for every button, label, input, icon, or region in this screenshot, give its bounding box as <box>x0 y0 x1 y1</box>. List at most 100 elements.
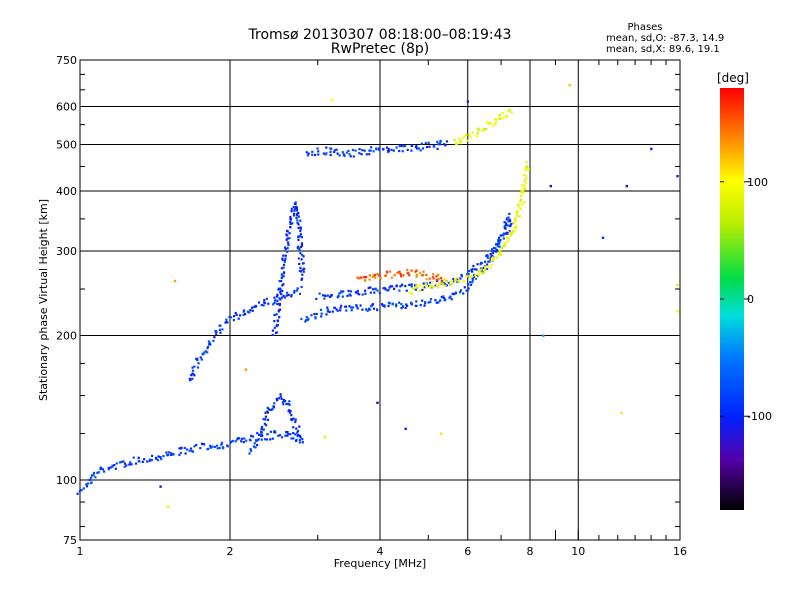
data-point <box>294 439 298 442</box>
data-point <box>157 455 160 458</box>
data-point <box>474 268 477 271</box>
data-point <box>503 221 506 224</box>
data-point <box>444 280 447 283</box>
data-point <box>302 270 306 273</box>
data-point <box>525 160 528 163</box>
data-point <box>526 165 529 168</box>
data-point <box>253 442 256 445</box>
data-point <box>474 274 477 277</box>
data-point <box>480 262 483 265</box>
data-point <box>504 227 507 230</box>
data-point <box>339 306 342 309</box>
data-point <box>251 309 254 312</box>
data-point <box>479 271 482 274</box>
data-point <box>285 294 288 297</box>
data-point <box>191 369 195 372</box>
data-point <box>373 291 376 294</box>
data-point <box>260 425 264 429</box>
data-point <box>326 308 329 311</box>
x-tick-label: 2 <box>227 545 234 558</box>
data-point <box>522 190 525 193</box>
data-point <box>410 283 413 286</box>
data-point <box>256 432 259 435</box>
data-point <box>281 257 284 260</box>
data-point <box>427 301 430 304</box>
data-point <box>399 285 402 288</box>
data-point <box>284 246 287 249</box>
data-point <box>437 277 440 280</box>
data-point <box>351 148 354 152</box>
data-point <box>410 285 413 288</box>
data-point <box>88 478 91 481</box>
data-point <box>303 267 306 270</box>
data-point <box>467 273 470 276</box>
x-tick-label: 6 <box>464 545 471 558</box>
data-point <box>224 321 227 324</box>
data-point <box>279 291 282 294</box>
data-point <box>400 303 403 306</box>
data-point <box>477 273 480 276</box>
data-point <box>206 448 209 451</box>
data-point <box>297 434 300 437</box>
data-point <box>387 147 390 151</box>
x-tick-label: 8 <box>527 545 534 558</box>
data-point <box>97 471 100 474</box>
data-point <box>280 267 283 270</box>
data-point <box>286 230 289 233</box>
data-point <box>510 222 513 226</box>
data-point <box>280 293 283 296</box>
data-point <box>484 268 487 271</box>
data-point <box>304 320 307 323</box>
data-point <box>277 434 280 437</box>
data-point <box>521 183 524 186</box>
data-point <box>440 296 443 299</box>
data-point <box>488 121 491 124</box>
data-point <box>508 109 511 112</box>
data-point <box>492 258 496 261</box>
data-point <box>396 271 399 274</box>
data-point <box>454 291 457 294</box>
data-point <box>432 273 435 276</box>
data-point <box>279 395 282 398</box>
data-point <box>278 316 281 319</box>
data-point <box>489 253 492 256</box>
data-point <box>276 319 279 322</box>
data-point <box>495 250 498 253</box>
data-point <box>278 302 281 305</box>
data-point <box>159 485 162 488</box>
data-point <box>296 245 300 248</box>
data-point <box>347 149 350 152</box>
data-point <box>415 269 418 272</box>
data-point <box>422 282 425 285</box>
data-point <box>414 146 417 149</box>
data-point <box>249 448 252 451</box>
data-point <box>240 440 243 443</box>
data-point <box>286 237 289 240</box>
data-point <box>389 270 392 273</box>
data-point <box>410 292 413 295</box>
data-point <box>341 295 344 298</box>
data-point <box>82 487 85 490</box>
data-point <box>300 258 303 261</box>
data-point <box>311 153 314 156</box>
data-point <box>298 425 301 428</box>
data-point <box>476 134 479 138</box>
data-point <box>191 377 194 380</box>
data-point <box>355 305 358 308</box>
data-point <box>297 211 300 214</box>
data-point <box>206 351 209 354</box>
data-point <box>356 276 359 279</box>
data-point <box>498 241 501 244</box>
data-point <box>258 433 261 436</box>
data-point <box>388 286 391 289</box>
data-point <box>490 248 494 251</box>
data-point <box>471 270 474 273</box>
data-point <box>342 290 345 293</box>
y-tick-label: 300 <box>56 245 77 258</box>
y-tick-label: 400 <box>56 185 77 198</box>
data-point <box>243 437 246 440</box>
data-point <box>292 437 295 440</box>
colorbar-tick-label: 100 <box>747 176 768 189</box>
data-point <box>354 149 357 152</box>
data-point <box>425 273 428 277</box>
